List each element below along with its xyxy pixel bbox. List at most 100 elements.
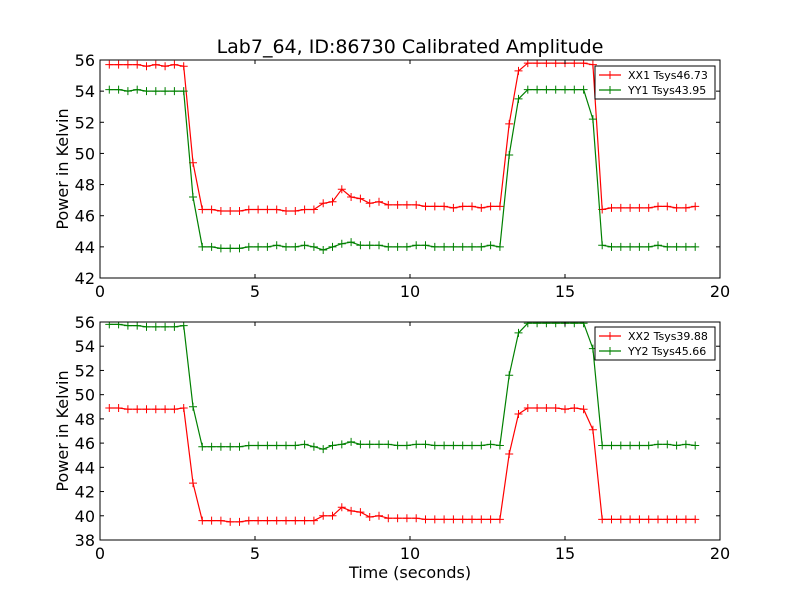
data-point [282, 207, 290, 216]
data-point [291, 242, 300, 251]
data-point [272, 516, 281, 525]
data-point [691, 242, 700, 251]
data-point [207, 442, 216, 451]
y-tick-label: 54 [75, 82, 95, 101]
series-line [109, 322, 696, 450]
data-point [449, 441, 458, 450]
data-point [579, 85, 588, 94]
data-point [263, 242, 272, 251]
data-point [468, 441, 476, 450]
y-tick-label: 50 [75, 144, 95, 163]
y-tick-label: 48 [75, 410, 95, 429]
data-point [365, 512, 374, 521]
data-point [235, 207, 244, 216]
data-point [375, 511, 383, 520]
data-point [607, 203, 616, 212]
data-point [616, 441, 625, 450]
data-point [570, 85, 579, 94]
data-point [672, 515, 681, 524]
data-point [449, 203, 458, 212]
data-point [663, 440, 672, 449]
data-point [654, 515, 662, 524]
data-point [393, 242, 402, 251]
data-point [356, 241, 365, 250]
data-point [123, 322, 132, 330]
data-point [681, 242, 690, 251]
data-point [598, 241, 607, 250]
y-tick-label: 50 [75, 386, 95, 405]
data-point [207, 516, 216, 525]
data-point [244, 516, 253, 525]
data-point [133, 322, 142, 330]
data-point [412, 241, 421, 250]
data-point [495, 242, 504, 251]
data-point [244, 441, 253, 450]
legend-entry: YY1 Tsys43.95 [599, 84, 706, 97]
data-point [384, 242, 393, 251]
data-point [495, 515, 504, 524]
data-point [263, 205, 272, 214]
data-point [672, 441, 681, 450]
data-point [328, 197, 337, 206]
data-point [114, 322, 123, 329]
data-point [365, 241, 374, 250]
data-point [272, 441, 281, 450]
data-point [328, 242, 337, 251]
data-point [207, 242, 216, 251]
data-point [356, 194, 365, 203]
data-point [105, 403, 114, 412]
data-point [282, 242, 290, 251]
legend-marker [606, 86, 614, 94]
legend-entry: XX1 Tsys46.73 [599, 69, 708, 82]
data-point [635, 242, 644, 251]
legend-label: XX1 Tsys46.73 [628, 69, 708, 82]
data-point [300, 205, 309, 214]
data-point [607, 515, 616, 524]
data-point [523, 403, 532, 412]
y-tick-label: 54 [75, 337, 95, 356]
data-point [105, 322, 114, 329]
data-point [319, 511, 328, 520]
data-point [347, 193, 356, 202]
data-point [133, 405, 142, 414]
y-tick-label: 56 [75, 313, 95, 332]
y-tick-label: 52 [75, 361, 95, 380]
data-point [663, 242, 672, 251]
data-point [300, 440, 309, 449]
data-point [105, 60, 114, 69]
data-point [514, 410, 523, 419]
data-point [430, 515, 439, 524]
data-point [161, 322, 170, 331]
data-point [337, 503, 346, 512]
data-point [133, 85, 142, 94]
data-point [347, 437, 356, 446]
data-point [430, 441, 439, 450]
data-point [291, 516, 300, 525]
data-point [672, 242, 681, 251]
legend-marker [606, 71, 614, 79]
data-point [123, 405, 132, 414]
data-point [291, 441, 300, 450]
data-point [663, 202, 672, 211]
data-point [375, 241, 383, 250]
data-point [533, 403, 542, 412]
data-point [151, 87, 160, 96]
data-point [235, 244, 244, 253]
data-point [681, 203, 690, 212]
data-point [179, 322, 188, 330]
data-point [542, 322, 551, 328]
data-point [691, 202, 700, 211]
data-point [216, 516, 225, 525]
data-point [170, 87, 179, 96]
data-point [421, 440, 430, 449]
data-point [142, 405, 151, 414]
y-tick-label: 42 [75, 269, 95, 288]
data-point [254, 516, 263, 525]
data-point [468, 242, 476, 251]
data-point [430, 242, 439, 251]
data-point [495, 441, 504, 450]
data-point [365, 199, 374, 208]
data-point [402, 242, 411, 251]
data-point [375, 440, 383, 449]
